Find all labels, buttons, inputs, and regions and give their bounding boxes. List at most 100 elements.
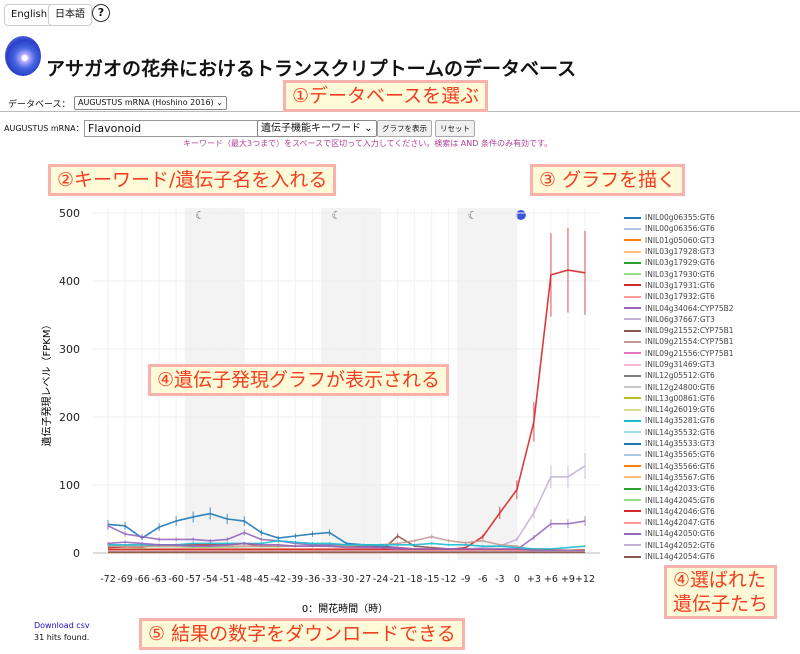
y-tick-label: 100 bbox=[59, 479, 80, 492]
x-tick-label: -24 bbox=[373, 574, 389, 585]
legend-swatch bbox=[624, 340, 641, 343]
legend-item[interactable]: INIL14g42047:GT6 bbox=[624, 517, 734, 528]
annotation-select-db: ①データベースを選ぶ bbox=[283, 80, 489, 112]
legend-item[interactable]: INIL06g37667:GT3 bbox=[624, 314, 734, 325]
legend-item[interactable]: INIL00g06356:GT6 bbox=[624, 223, 734, 234]
x-tick-label: -66 bbox=[134, 574, 150, 585]
legend-swatch bbox=[624, 442, 641, 445]
legend-item[interactable]: INIL09g21552:CYP75B1 bbox=[624, 325, 734, 336]
legend-label: INIL14g42054:GT6 bbox=[645, 552, 715, 562]
legend-swatch bbox=[624, 465, 641, 468]
legend-item[interactable]: INIL04g34064:CYP75B2 bbox=[624, 302, 734, 313]
legend-swatch bbox=[624, 329, 641, 332]
legend-item[interactable]: INIL01g05060:GT3 bbox=[624, 235, 734, 246]
legend-label: INIL03g17929:GT6 bbox=[645, 258, 715, 268]
annotation-graph-shown: ④遺伝子発現グラフが表示される bbox=[148, 364, 450, 396]
night-band bbox=[457, 208, 517, 560]
legend-item[interactable]: INIL14g26019:GT6 bbox=[624, 404, 734, 415]
legend-item[interactable]: INIL03g17929:GT6 bbox=[624, 257, 734, 268]
x-tick-label: -63 bbox=[151, 574, 167, 585]
x-tick-label: -18 bbox=[407, 574, 423, 585]
legend-item[interactable]: INIL03g17930:GT6 bbox=[624, 268, 734, 279]
legend-item[interactable]: INIL14g42033:GT6 bbox=[624, 483, 734, 494]
legend-item[interactable]: INIL14g35532:GT6 bbox=[624, 427, 734, 438]
legend-label: INIL14g42045:GT6 bbox=[645, 495, 715, 505]
legend-swatch bbox=[624, 216, 641, 219]
legend-label: INIL09g21552:CYP75B1 bbox=[645, 326, 734, 336]
legend-item[interactable]: INIL14g35566:GT6 bbox=[624, 461, 734, 472]
legend-label: INIL03g17930:GT6 bbox=[645, 269, 715, 279]
legend-item[interactable]: INIL03g17932:GT6 bbox=[624, 291, 734, 302]
annotation-draw-graph: ③ グラフを描く bbox=[530, 164, 686, 196]
legend-swatch bbox=[624, 431, 641, 434]
legend-item[interactable]: INIL14g42046:GT6 bbox=[624, 506, 734, 517]
legend-item[interactable]: INIL14g35567:GT6 bbox=[624, 472, 734, 483]
legend-label: INIL01g05060:GT3 bbox=[645, 235, 715, 245]
y-tick-label: 500 bbox=[59, 207, 80, 220]
legend-item[interactable]: INIL03g17928:GT3 bbox=[624, 246, 734, 257]
legend-item[interactable]: INIL09g21556:CYP75B1 bbox=[624, 348, 734, 359]
legend-item[interactable]: INIL12g05512:GT6 bbox=[624, 370, 734, 381]
legend-label: INIL03g17932:GT6 bbox=[645, 292, 715, 302]
legend-label: INIL09g31469:GT3 bbox=[645, 360, 715, 369]
japanese-button[interactable]: 日本語 bbox=[48, 4, 92, 26]
legend-label: INIL12g24800:GT6 bbox=[645, 382, 715, 392]
question-circle-icon[interactable]: ? bbox=[92, 4, 110, 22]
legend-item[interactable]: INIL14g35565:GT6 bbox=[624, 449, 734, 460]
x-tick-label: +3 bbox=[527, 574, 541, 585]
legend-item[interactable]: INIL14g42045:GT6 bbox=[624, 494, 734, 505]
legend-swatch bbox=[624, 363, 641, 366]
legend-item[interactable]: INIL09g31469:GT3 bbox=[624, 359, 734, 370]
legend-item[interactable]: INIL14g42050:GT6 bbox=[624, 528, 734, 539]
legend-item[interactable]: INIL14g35281:GT6 bbox=[624, 415, 734, 426]
legend-label: INIL14g42033:GT6 bbox=[645, 484, 715, 494]
legend-label: INIL09g21556:CYP75B1 bbox=[645, 348, 734, 358]
legend-label: INIL00g06355:GT6 bbox=[645, 213, 715, 223]
x-tick-label: -72 bbox=[100, 574, 116, 585]
search-label: AUGUSTUS mRNA： bbox=[4, 124, 84, 133]
legend-item[interactable]: INIL14g42054:GT6 bbox=[624, 551, 734, 562]
legend-swatch bbox=[624, 453, 641, 456]
x-tick-label: -60 bbox=[168, 574, 184, 585]
legend-label: INIL06g37667:GT3 bbox=[645, 314, 715, 324]
legend-swatch bbox=[624, 499, 641, 502]
x-tick-label: -21 bbox=[390, 574, 406, 585]
search-type-select[interactable]: 遺伝子機能キーワード ⌄ bbox=[257, 120, 377, 137]
legend-item[interactable]: INIL03g17931:GT6 bbox=[624, 280, 734, 291]
show-graph-button[interactable]: グラフを表示 bbox=[377, 120, 432, 137]
legend-swatch bbox=[624, 295, 641, 298]
legend-swatch bbox=[624, 397, 641, 400]
x-tick-label: -51 bbox=[219, 574, 235, 585]
legend-swatch bbox=[624, 284, 641, 287]
legend-item[interactable]: INIL14g35533:GT3 bbox=[624, 438, 734, 449]
legend-item[interactable]: INIL00g06355:GT6 bbox=[624, 212, 734, 223]
legend-swatch bbox=[624, 273, 641, 276]
series-line bbox=[107, 541, 585, 552]
legend-swatch bbox=[624, 487, 641, 490]
legend-label: INIL04g34064:CYP75B2 bbox=[645, 303, 734, 313]
legend-item[interactable]: INIL13g00861:GT6 bbox=[624, 393, 734, 404]
x-tick-label: +6 bbox=[544, 574, 558, 585]
y-tick-label: 400 bbox=[59, 275, 80, 288]
database-select[interactable]: AUGUSTUS mRNA (Hoshino 2016) ⌄ bbox=[74, 96, 227, 110]
annotation-line-2: 遺伝子たち bbox=[673, 593, 769, 615]
y-tick-label: 0 bbox=[73, 547, 80, 560]
download-csv-link[interactable]: Download csv bbox=[34, 621, 90, 630]
x-tick-label: +12 bbox=[575, 574, 595, 585]
legend-swatch bbox=[624, 555, 641, 558]
legend-item[interactable]: INIL09g21554:CYP75B1 bbox=[624, 336, 734, 347]
legend-label: INIL14g26019:GT6 bbox=[645, 405, 715, 415]
legend-item[interactable]: INIL12g24800:GT6 bbox=[624, 381, 734, 392]
x-tick-label: -15 bbox=[424, 574, 440, 585]
legend: INIL00g06355:GT6 INIL00g06356:GT6 INIL01g0… bbox=[624, 212, 734, 562]
legend-item[interactable]: INIL14g42052:GT6 bbox=[624, 540, 734, 551]
page-title: アサガオの花弁におけるトランスクリプトームのデータベース bbox=[46, 58, 577, 80]
legend-swatch bbox=[624, 352, 641, 355]
x-tick-label: -12 bbox=[441, 574, 457, 585]
x-tick-label: -42 bbox=[271, 574, 287, 585]
reset-button[interactable]: リセット bbox=[435, 120, 475, 137]
legend-label: INIL09g21554:CYP75B1 bbox=[645, 337, 734, 347]
moon-icon: ☾ bbox=[468, 209, 478, 222]
legend-swatch bbox=[624, 419, 641, 422]
